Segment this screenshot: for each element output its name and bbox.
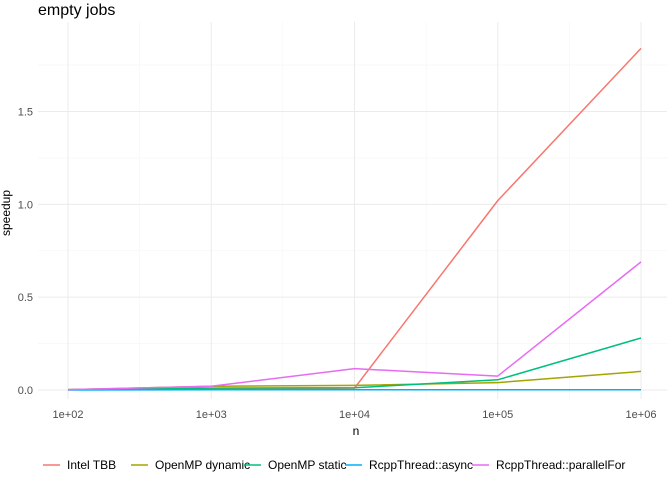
legend: Intel TBB OpenMP dynamic OpenMP static Rcpp… [43,458,625,472]
y-tick-label: 1.5 [18,107,33,119]
y-tick-label: 1.0 [18,199,33,211]
y-axis-ticks: 0.0 0.5 1.0 1.5 [18,107,33,398]
x-tick-label: 1e+02 [53,409,84,421]
minor-gridlines [38,22,667,399]
legend-label: Intel TBB [67,458,116,472]
major-gridlines [38,22,667,399]
y-tick-label: 0.5 [18,292,33,304]
legend-label: OpenMP dynamic [155,458,250,472]
x-tick-label: 1e+04 [339,409,370,421]
legend-item: RcppThread::async [345,458,473,472]
x-axis-title: n [353,424,360,438]
series-line-4 [67,261,642,391]
series-line-2 [67,337,642,391]
legend-item: Intel TBB [43,458,116,472]
y-axis-title: speedup [0,190,13,236]
legend-item: OpenMP dynamic [131,458,250,472]
y-tick-label: 0.0 [18,385,33,397]
series-lines [67,47,642,391]
legend-item: OpenMP static [244,458,346,472]
legend-label: RcppThread::parallelFor [496,458,625,472]
legend-item: RcppThread::parallelFor [472,458,625,472]
plot-area [38,22,667,399]
x-tick-label: 1e+06 [626,409,657,421]
x-tick-label: 1e+05 [482,409,513,421]
legend-label: RcppThread::async [369,458,473,472]
chart-title: empty jobs [38,2,115,19]
x-tick-label: 1e+03 [196,409,227,421]
legend-label: OpenMP static [268,458,346,472]
x-axis-ticks: 1e+02 1e+03 1e+04 1e+05 1e+06 [53,409,657,421]
